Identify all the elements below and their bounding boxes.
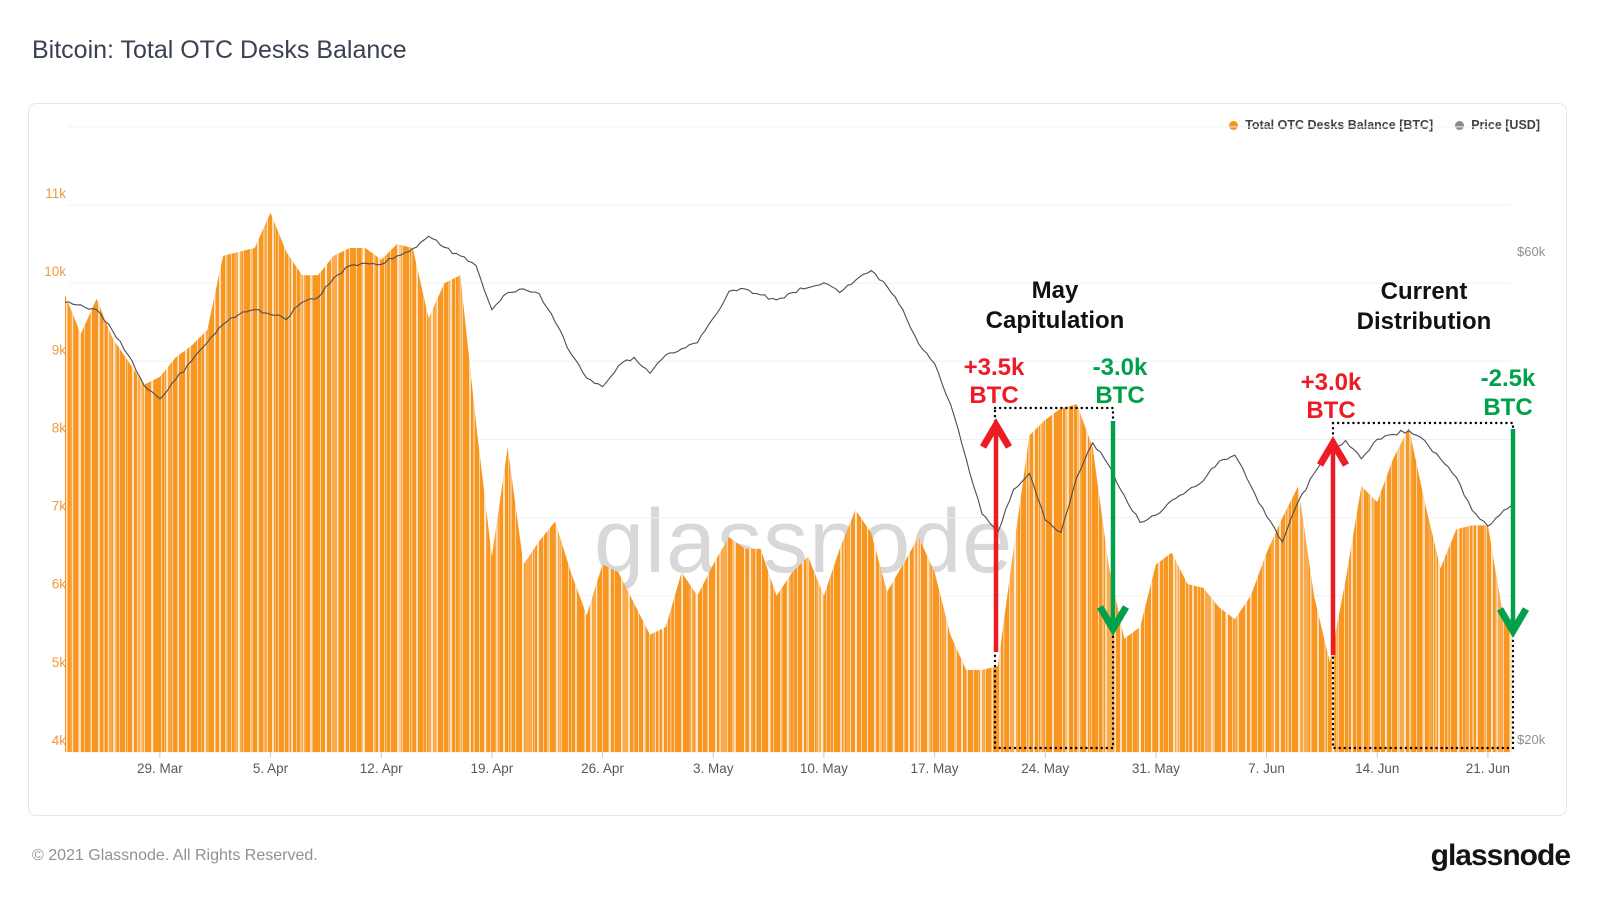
page-title: Bitcoin: Total OTC Desks Balance — [32, 36, 407, 64]
legend-label-price: Price [USD] — [1471, 118, 1540, 132]
legend-item-price[interactable]: Price [USD] — [1455, 118, 1540, 132]
legend-label-otc-balance: Total OTC Desks Balance [BTC] — [1245, 118, 1434, 132]
glassnode-logo: glassnode — [1430, 839, 1571, 872]
legend-item-otc-balance[interactable]: Total OTC Desks Balance [BTC] — [1229, 118, 1433, 132]
glassnode-watermark: glassnode — [594, 492, 1014, 592]
chart-legend: Total OTC Desks Balance [BTC] Price [USD… — [1229, 118, 1540, 132]
legend-dot-orange-icon — [1229, 120, 1239, 130]
footer-copyright: © 2021 Glassnode. All Rights Reserved. — [32, 847, 318, 864]
chart-card: glassnode Total OTC Desks Balance [BTC] … — [28, 103, 1567, 816]
legend-dot-gray-icon — [1455, 120, 1465, 130]
